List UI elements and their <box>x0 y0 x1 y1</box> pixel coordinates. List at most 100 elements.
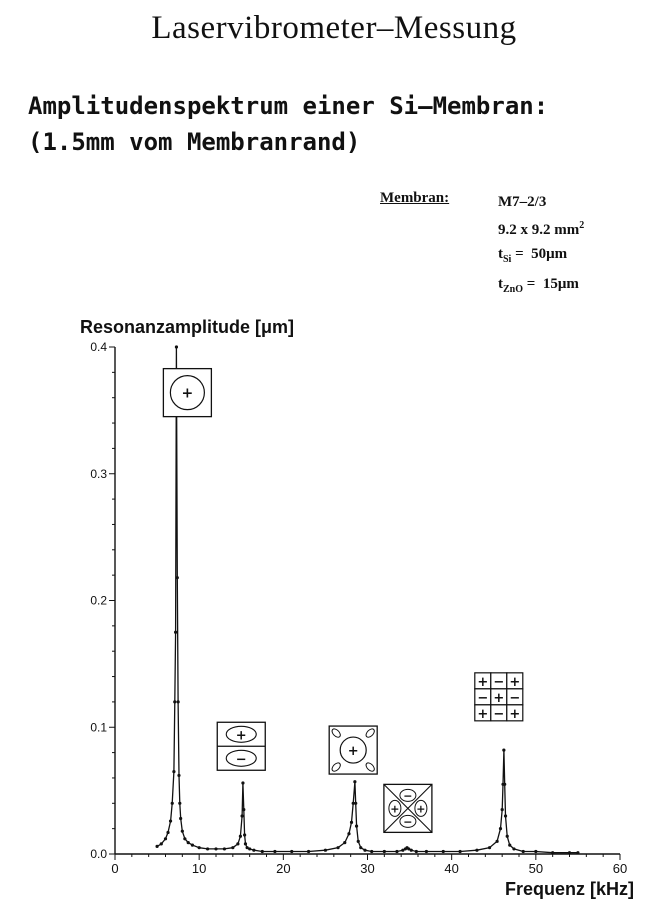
spec-size-text: 9.2 x 9.2 mm <box>498 222 580 238</box>
mode-grid-icon: + − +− + −+ − + <box>474 672 524 722</box>
data-point <box>175 576 179 580</box>
data-point <box>179 816 183 821</box>
axes: 0.0 0.1 0.2 0.3 0.4 0 10 20 30 40 50 60 <box>90 340 627 876</box>
data-point <box>231 846 235 850</box>
data-point <box>323 848 328 852</box>
sign-minus: − <box>493 707 504 722</box>
subtitle-line-1: Amplitudenspektrum einer Si–Membran: <box>28 92 549 120</box>
sign-plus: + <box>390 802 399 815</box>
data-point <box>475 848 479 852</box>
data-point <box>353 780 357 784</box>
lobe-bottom <box>399 814 417 828</box>
y-tick-label: 0.1 <box>90 720 107 734</box>
data-point <box>174 630 178 634</box>
mode-shape-icons: ++−+−−+ ++ − +− + −+ − + <box>162 367 524 834</box>
spec-size-exponent: 2 <box>579 220 585 231</box>
data-point <box>354 824 359 828</box>
x-tick-label: 20 <box>276 861 290 876</box>
data-point <box>395 849 399 854</box>
data-point <box>176 700 180 704</box>
spec-model: M7–2/3 <box>498 194 547 210</box>
mode-01-icon: + <box>162 367 213 418</box>
page-title: Laservibrometer–Messung <box>151 10 517 46</box>
data-point <box>521 849 525 854</box>
sign-plus: + <box>236 728 247 743</box>
sign-minus: − <box>236 752 247 767</box>
corner-lobe <box>365 728 375 738</box>
data-point <box>168 819 173 823</box>
t-si-symbol: t <box>498 246 503 262</box>
data-point <box>240 814 244 818</box>
data-point <box>458 849 462 854</box>
sign-minus: − <box>403 789 412 802</box>
data-point <box>503 782 507 786</box>
spectrum-chart: Resonanzamplitude [μm] Frequenz [kHz] 0.… <box>80 317 634 899</box>
lobe-upper <box>225 725 257 743</box>
sign-minus: − <box>493 675 504 690</box>
data-point <box>414 849 418 854</box>
data-point <box>370 849 374 854</box>
y-tick-label: 0.0 <box>90 847 107 861</box>
center-lobe <box>339 736 367 764</box>
data-point <box>505 834 509 838</box>
data-point <box>356 839 360 843</box>
sign-minus: − <box>509 691 520 706</box>
data-point <box>172 770 176 774</box>
data-point <box>243 842 248 846</box>
y-axis-label: Resonanzamplitude [μm] <box>80 317 294 337</box>
data-point <box>424 849 429 854</box>
plot-area <box>155 345 580 855</box>
lobe-left <box>388 799 402 817</box>
sign-minus: − <box>477 691 488 706</box>
data-point <box>183 837 187 841</box>
nodal-circle <box>169 375 205 411</box>
y-tick-label: 0.3 <box>90 467 107 481</box>
data-point <box>238 834 243 838</box>
data-point <box>359 846 363 850</box>
spec-t-si: tSi = 50μm <box>498 242 668 272</box>
data-point <box>243 833 247 837</box>
icon-frame <box>162 367 213 418</box>
mode-11-icon: + <box>328 725 378 775</box>
t-zno-symbol: t <box>498 276 503 292</box>
corner-lobe <box>331 762 341 772</box>
x-axis-label: Frequenz [kHz] <box>505 879 634 899</box>
x-tick-label: 60 <box>613 861 627 876</box>
data-point <box>178 801 182 805</box>
x-tick-label: 30 <box>360 861 374 876</box>
data-point <box>354 801 358 805</box>
subtitle: Amplitudenspektrum einer Si–Membran: (1.… <box>28 88 548 160</box>
mode-02-icon: +− <box>216 721 266 771</box>
t-zno-subscript: ZnO <box>503 284 524 295</box>
sign-minus: − <box>403 815 412 828</box>
data-point <box>502 748 506 752</box>
data-point <box>241 781 245 785</box>
sign-plus: + <box>416 802 425 815</box>
sign-plus: + <box>493 691 504 706</box>
spec-label: Membran: <box>380 190 450 206</box>
data-point <box>290 849 294 854</box>
data-point <box>512 847 516 851</box>
data-point <box>197 846 201 850</box>
corner-lobe <box>365 762 375 772</box>
data-point <box>248 847 252 851</box>
x-tick-label: 40 <box>444 861 458 876</box>
data-point <box>159 842 163 846</box>
data-point <box>508 843 512 847</box>
data-point <box>498 827 503 831</box>
sign-plus: + <box>477 707 488 722</box>
data-point <box>252 848 256 852</box>
spectrum-line <box>156 346 578 854</box>
t-si-value: = 50μm <box>515 246 568 262</box>
sign-plus: + <box>182 386 194 402</box>
lobe-lower <box>225 749 257 767</box>
y-tick-label: 0.4 <box>90 340 107 354</box>
icon-frame <box>328 725 378 775</box>
grid-cell <box>506 704 524 722</box>
sign-plus: + <box>477 675 488 690</box>
data-point <box>551 851 555 855</box>
corner-lobe <box>331 728 341 738</box>
data-point <box>495 839 499 843</box>
data-point <box>186 840 190 845</box>
data-point <box>351 801 355 805</box>
